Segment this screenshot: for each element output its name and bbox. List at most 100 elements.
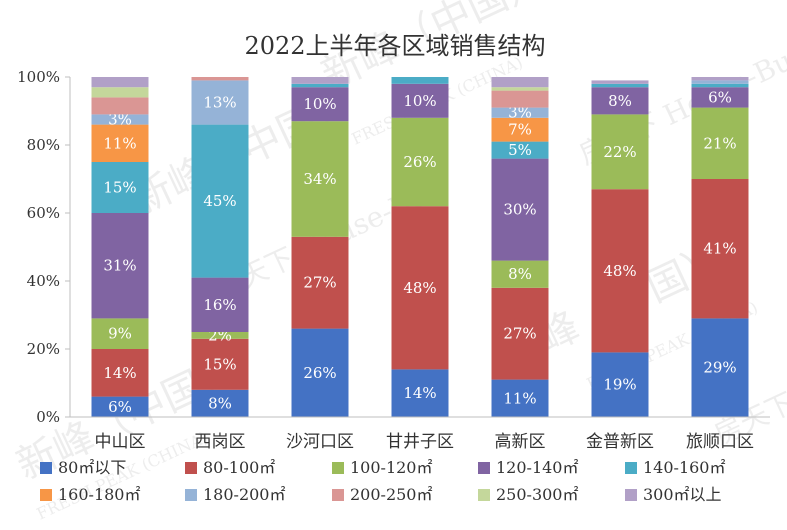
- bar-segment: [591, 83, 649, 88]
- bar-segment: [491, 117, 549, 142]
- legend-item: 120-140㎡: [478, 458, 579, 477]
- x-tick-label: 沙河口区: [286, 432, 354, 452]
- data-label: 6%: [708, 88, 732, 106]
- bar-segment: [591, 80, 649, 84]
- bar-segment: [391, 83, 449, 118]
- bar-stack: 11% 27% 8% 30% 5% 7%3%: [491, 77, 549, 417]
- legend-label: 200-250㎡: [350, 485, 433, 504]
- bar-segment: [191, 277, 249, 332]
- data-label: 34%: [303, 170, 336, 188]
- x-tick-label: 西岗区: [195, 432, 246, 452]
- bar-stack: 8%15%2%16%45%13%: [191, 77, 249, 417]
- legend-item: 160-180㎡: [40, 485, 141, 504]
- legend-label: 120-140㎡: [496, 458, 579, 477]
- bar-stack: 26% 27% 34% 10%: [291, 77, 349, 417]
- data-label: 48%: [603, 262, 636, 280]
- legend-swatch: [185, 489, 197, 501]
- x-tick-label: 金普新区: [586, 432, 654, 452]
- data-label: 45%: [203, 192, 236, 210]
- data-label: 11%: [103, 134, 136, 152]
- data-label: 10%: [403, 92, 436, 110]
- bar-segment: [591, 352, 649, 417]
- bar-segment: [91, 77, 149, 88]
- legend-label: 180-200㎡: [203, 485, 286, 504]
- chart-title: 2022上半年各区域销售结构: [244, 32, 545, 60]
- legend-swatch: [40, 489, 52, 501]
- bar-segment: [91, 318, 149, 349]
- bar-segment: [691, 318, 749, 417]
- data-label: 14%: [403, 384, 436, 402]
- bar-segment: [91, 349, 149, 397]
- data-label: 5%: [508, 141, 532, 159]
- x-axis: 中山区 西岗区 沙河口区 甘井子区 高新区 金普新区 旅顺口区: [70, 416, 770, 452]
- data-label: 31%: [103, 257, 136, 275]
- bar-segment: [391, 206, 449, 370]
- y-tick-label: 20%: [27, 340, 60, 358]
- data-label: 15%: [203, 355, 236, 373]
- data-label: 16%: [203, 296, 236, 314]
- legend-label: 80-100㎡: [203, 458, 275, 477]
- bar-segment: [291, 236, 349, 329]
- data-label: 19%: [603, 376, 636, 394]
- bar-segment: [191, 124, 249, 278]
- bar-segment: [491, 260, 549, 288]
- bar-segment: [491, 379, 549, 417]
- legend-label: 140-160㎡: [643, 458, 726, 477]
- data-label: 8%: [508, 265, 532, 283]
- data-label: 13%: [203, 94, 236, 112]
- legend-swatch: [625, 462, 637, 474]
- y-tick-label: 80%: [27, 136, 60, 154]
- data-label: 27%: [303, 274, 336, 292]
- y-tick-label: 100%: [17, 68, 60, 86]
- data-label: 14%: [103, 364, 136, 382]
- legend-swatch: [332, 489, 344, 501]
- bar-segment: [691, 179, 749, 319]
- legend-item: 180-200㎡: [185, 485, 286, 504]
- bar-segment: [691, 107, 749, 179]
- legend-label: 250-300㎡: [496, 485, 579, 504]
- bar-segment: [491, 287, 549, 380]
- data-label: 9%: [108, 325, 132, 343]
- data-label: 3%: [108, 111, 132, 129]
- data-label: 26%: [403, 153, 436, 171]
- bar-segment: [691, 87, 749, 108]
- legend-swatch: [478, 489, 490, 501]
- bar-segment: [691, 80, 749, 84]
- y-tick-label: 0%: [36, 408, 60, 426]
- bar-segment: [591, 114, 649, 190]
- legend-swatch: [332, 462, 344, 474]
- x-tick-label: 甘井子区: [386, 432, 454, 452]
- bar-segment: [191, 80, 249, 125]
- bar-segment: [91, 162, 149, 213]
- bar-segment: [91, 114, 149, 125]
- bar-segment: [591, 189, 649, 353]
- bar-segment: [91, 87, 149, 98]
- x-tick-label: 旅顺口区: [686, 432, 754, 452]
- legend-swatch: [185, 462, 197, 474]
- legend-item: 80㎡以下: [40, 458, 126, 477]
- legend-item: 200-250㎡: [332, 485, 433, 504]
- bar-segment: [491, 87, 549, 91]
- y-tick-label: 40%: [27, 272, 60, 290]
- legend: 80㎡以下 80-100㎡ 100-120㎡ 120-140㎡ 140-160㎡ 160-…: [40, 458, 726, 504]
- x-tick-label: 中山区: [95, 432, 146, 452]
- y-tick-label: 60%: [27, 204, 60, 222]
- data-label: 7%: [508, 121, 532, 139]
- data-label: 29%: [703, 359, 736, 377]
- legend-label: 100-120㎡: [350, 458, 433, 477]
- data-label: 22%: [603, 143, 636, 161]
- bar-segment: [91, 396, 149, 417]
- bar-segment: [291, 83, 349, 88]
- data-label: 21%: [703, 134, 736, 152]
- data-label: 41%: [703, 240, 736, 258]
- bar-stack: 19% 48% 22% 8%: [591, 80, 649, 417]
- bar-segment: [391, 117, 449, 207]
- bar-segment: [391, 77, 449, 84]
- y-axis: 0% 20% 40% 60% 80% 100%: [17, 68, 71, 426]
- data-label: 15%: [103, 179, 136, 197]
- legend-item: 100-120㎡: [332, 458, 433, 477]
- legend-item: 140-160㎡: [625, 458, 726, 477]
- bar-segment: [91, 97, 149, 115]
- data-label: 10%: [303, 95, 336, 113]
